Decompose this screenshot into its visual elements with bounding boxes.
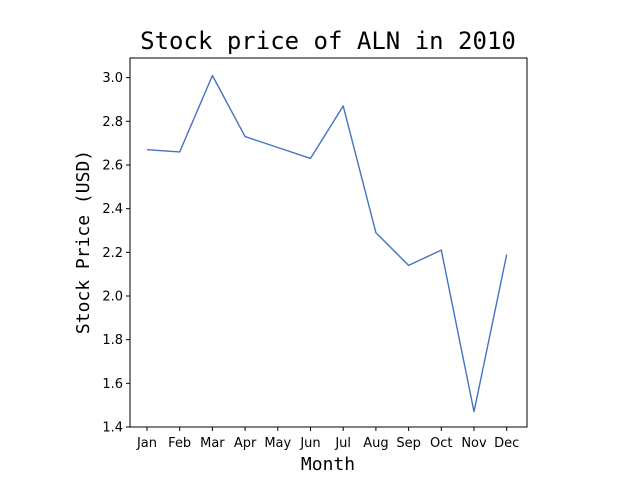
x-tick-label: Aug — [363, 436, 388, 451]
series-layer — [146, 74, 508, 413]
x-tick-label: May — [264, 436, 291, 451]
x-tick-label: Apr — [234, 436, 257, 451]
x-tick-label: Nov — [461, 436, 487, 451]
x-tick-label: Oct — [430, 436, 452, 451]
x-tick-label: Jul — [334, 436, 351, 451]
y-tick-label: 1.4 — [102, 421, 123, 436]
x-axis-label: Month — [301, 454, 355, 475]
y-tick-label: 2.0 — [102, 289, 123, 304]
y-tick-label: 1.6 — [102, 377, 123, 392]
x-tick-label: Jan — [136, 436, 157, 451]
y-tick-label: 2.6 — [102, 158, 123, 173]
y-tick-label: 2.4 — [102, 202, 123, 217]
x-tick-label: Jun — [299, 436, 320, 451]
y-tick-label: 1.8 — [102, 333, 123, 348]
x-tick-label: Dec — [494, 436, 519, 451]
x-axis: Jan Feb Mar Apr May Jun Jul Aug Sep Oct Nov Dec — [136, 427, 519, 451]
x-tick-label: Sep — [396, 436, 421, 451]
x-tick-label: Feb — [168, 436, 191, 451]
y-axis-label: Stock Price (USD) — [73, 150, 94, 334]
y-tick-label: 2.8 — [102, 115, 123, 130]
chart-title: Stock price of ALN in 2010 — [140, 27, 516, 55]
series-line — [146, 74, 508, 413]
x-tick-label: Mar — [200, 436, 225, 451]
plot-frame — [129, 57, 528, 428]
y-axis: 1.4 1.6 1.8 2.0 2.2 2.4 2.6 2.8 3.0 — [102, 71, 130, 436]
y-tick-label: 3.0 — [102, 71, 123, 86]
y-tick-label: 2.2 — [102, 246, 123, 261]
